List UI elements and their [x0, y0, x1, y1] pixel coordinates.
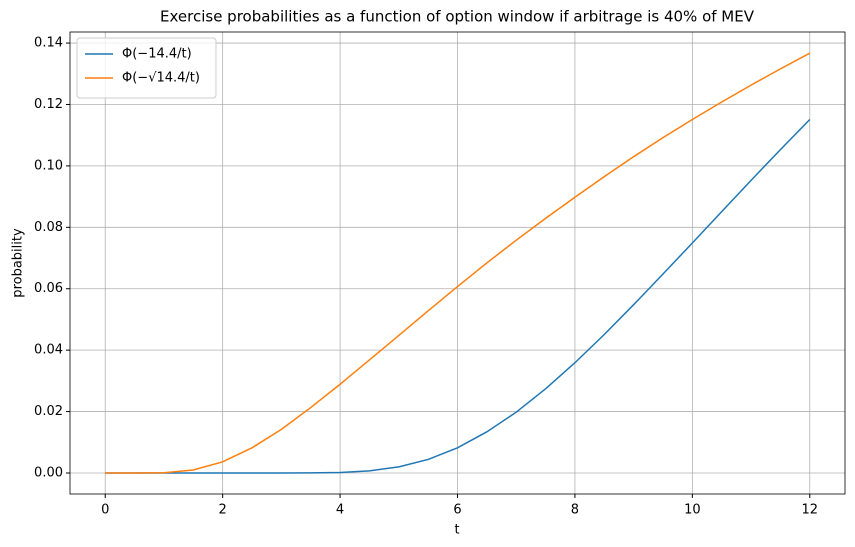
x-tick-label: 12 — [801, 503, 818, 518]
y-tick-label: 0.02 — [34, 404, 63, 419]
x-tick-label: 4 — [336, 503, 344, 518]
y-tick-label: 0.04 — [34, 343, 63, 358]
plot-frame — [69, 31, 846, 495]
y-tick-label: 0.12 — [34, 97, 63, 112]
x-tick-label: 0 — [101, 503, 109, 518]
series-line — [105, 52, 811, 474]
legend-label: Φ(−14.4/t) — [122, 47, 192, 62]
y-tick-label: 0.06 — [34, 281, 63, 296]
x-tick-label: 6 — [453, 503, 461, 518]
x-tick-label: 8 — [571, 503, 579, 518]
chart-title: Exercise probabilities as a function of … — [160, 8, 755, 26]
series-line — [105, 118, 811, 474]
x-tick-label: 2 — [219, 503, 227, 518]
y-tick-label: 0.14 — [34, 36, 63, 51]
legend-box — [76, 37, 217, 99]
y-tick-label: 0.00 — [34, 465, 63, 480]
y-tick-label: 0.10 — [34, 158, 63, 173]
y-tick-label: 0.08 — [34, 220, 63, 235]
x-tick-label: 10 — [684, 503, 701, 518]
x-axis-label: t — [454, 523, 459, 538]
legend-label: Φ(−√14.4/t) — [122, 71, 200, 86]
y-axis-label: probability — [11, 228, 26, 298]
